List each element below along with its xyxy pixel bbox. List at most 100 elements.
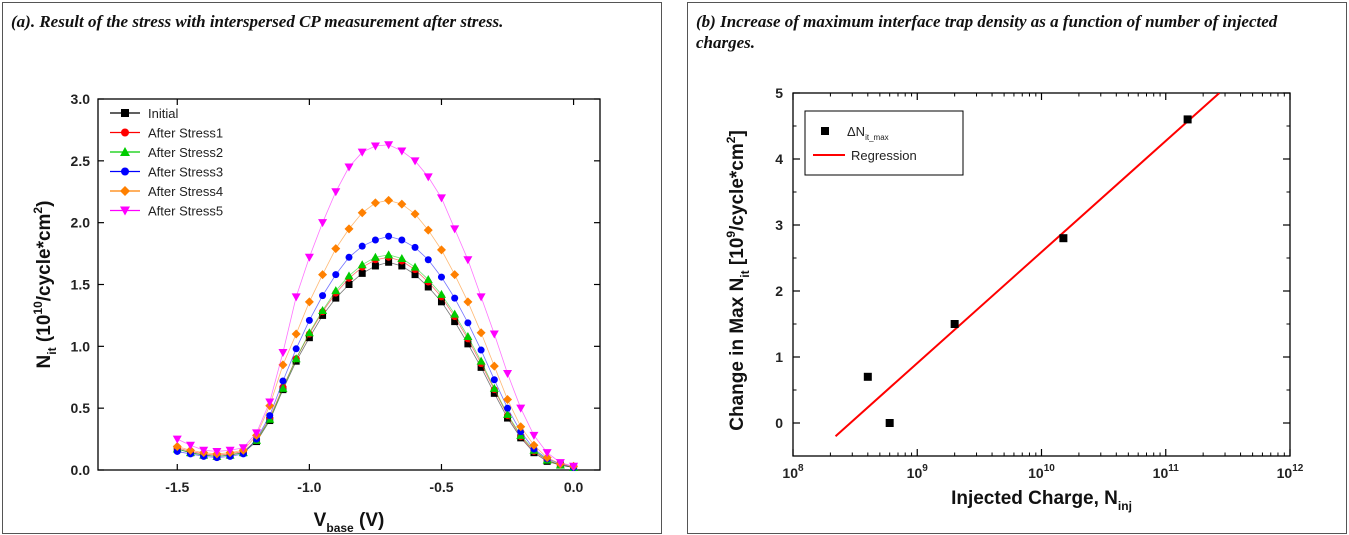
data-point	[450, 270, 459, 279]
legend-marker	[121, 168, 129, 176]
data-point	[186, 442, 195, 450]
legend-entry: After Stress5	[110, 204, 223, 219]
legend-entry: Initial	[110, 106, 178, 121]
series-line	[177, 262, 573, 467]
data-point	[504, 405, 511, 412]
data-point	[358, 260, 367, 268]
series-initial	[174, 259, 577, 471]
x-tick-label: 109	[907, 463, 929, 481]
data-point	[424, 173, 433, 181]
legend-entry: After Stress3	[110, 165, 223, 180]
data-point	[1184, 115, 1192, 123]
data-point	[318, 270, 327, 279]
data-point	[951, 320, 959, 328]
data-point	[331, 244, 340, 253]
data-point	[345, 164, 354, 172]
data-point	[463, 256, 472, 264]
data-point	[864, 373, 872, 381]
data-point	[371, 198, 380, 207]
legend-label: Initial	[148, 106, 178, 121]
data-point	[411, 210, 420, 219]
data-point	[331, 188, 340, 196]
data-point	[385, 233, 392, 240]
data-point	[477, 293, 486, 301]
x-tick-label: 1011	[1153, 463, 1180, 481]
legend-marker	[821, 127, 829, 135]
data-point	[292, 293, 301, 301]
y-tick-label: 0.0	[71, 462, 91, 478]
x-tick-label: 1012	[1277, 463, 1304, 481]
legend-marker	[120, 186, 130, 196]
legend-entry: After Stress2	[110, 145, 223, 160]
y-tick-label: 2.0	[71, 215, 91, 231]
data-point	[503, 395, 512, 404]
y-tick-label: 1	[775, 349, 783, 365]
data-point	[397, 200, 406, 209]
data-point	[529, 432, 538, 440]
data-point	[305, 254, 314, 262]
x-tick-label: 108	[782, 463, 804, 481]
data-point	[292, 329, 301, 338]
x-tick-label: -0.5	[429, 479, 453, 495]
data-point	[490, 362, 499, 371]
data-point	[424, 226, 433, 235]
data-point	[398, 236, 405, 243]
series-line	[177, 236, 573, 467]
y-tick-label: 0	[775, 415, 783, 431]
data-point	[463, 297, 472, 306]
y-tick-label: 2.5	[71, 153, 91, 169]
data-point	[411, 263, 420, 271]
y-tick-label: 4	[775, 151, 783, 167]
data-point	[318, 219, 327, 227]
panel-a: (a). Result of the stress with intersper…	[2, 2, 662, 534]
data-point	[490, 330, 499, 338]
data-point	[371, 142, 380, 150]
data-point	[384, 250, 393, 258]
y-axis-label: Nit (1010/cycle*cm2)	[31, 201, 59, 369]
data-point	[450, 310, 459, 318]
data-point	[477, 328, 486, 337]
series-after-stress2	[173, 250, 578, 471]
x-tick-label: -1.0	[297, 479, 321, 495]
series-line	[177, 257, 573, 467]
legend-label: Regression	[851, 148, 917, 163]
data-point	[358, 208, 367, 217]
data-point	[438, 274, 445, 281]
chart-b-svg: 108 109 1010 1011 1012 0 1 2 3 4 5 Injected Charge,…	[688, 3, 1348, 535]
chart-a-svg: -1.5 -1.0 -0.5 0.0 0.0 0.5 1.0 1.5 2.0 2.5 3.0 Vbas…	[3, 3, 663, 535]
legend-entry: After Stress1	[110, 126, 223, 141]
data-point	[305, 297, 314, 306]
data-point	[266, 412, 273, 419]
data-point	[397, 147, 406, 155]
data-point	[412, 244, 419, 251]
data-point	[173, 436, 182, 444]
y-tick-label: 1.5	[71, 277, 91, 293]
y-tick-label: 2	[775, 283, 783, 299]
y-tick-label: 0.5	[71, 400, 91, 416]
data-point	[450, 225, 459, 233]
data-point	[359, 270, 366, 277]
data-point	[1059, 234, 1067, 242]
data-point	[478, 347, 485, 354]
data-point	[279, 377, 286, 384]
data-point	[491, 376, 498, 383]
series-line	[177, 145, 573, 467]
data-point	[464, 319, 471, 326]
y-tick-label: 3	[775, 217, 783, 233]
legend-marker	[121, 129, 129, 137]
data-point	[437, 245, 446, 254]
data-point	[372, 236, 379, 243]
data-point	[425, 256, 432, 263]
y-tick-label: 5	[775, 85, 783, 101]
series-after-stress5	[173, 141, 578, 471]
y-tick-label: 1.0	[71, 338, 91, 354]
legend-label: After Stress2	[148, 145, 223, 160]
data-point	[516, 405, 525, 413]
panel-b: (b) Increase of maximum interface trap d…	[687, 2, 1347, 534]
legend-entry: After Stress4	[110, 184, 223, 199]
legend: ΔNit_max Regression	[805, 111, 963, 175]
x-tick-label: 0.0	[564, 479, 584, 495]
data-point	[384, 196, 393, 205]
data-point	[346, 281, 353, 288]
legend-label: After Stress1	[148, 126, 223, 141]
